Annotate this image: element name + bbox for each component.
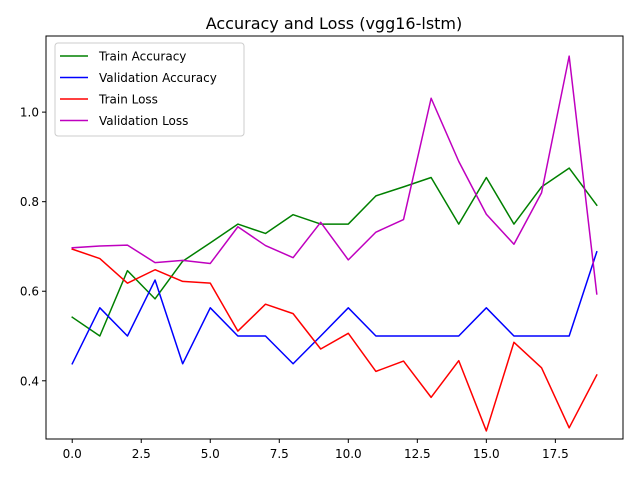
x-tick-label: 10.0 bbox=[335, 447, 362, 461]
plot-layer: 0.0 2.5 5.0 7.5 10.0 12.5 15.0 17.5 0.4 0.6 0.8 1.0… bbox=[20, 35, 624, 461]
x-tick-label: 15.0 bbox=[473, 447, 500, 461]
y-tick-label: 1.0 bbox=[20, 106, 39, 120]
x-tick-label: 12.5 bbox=[404, 447, 431, 461]
x-tick-label: 17.5 bbox=[542, 447, 569, 461]
legend-label: Train Accuracy bbox=[98, 50, 186, 64]
y-tick-label: 0.4 bbox=[20, 374, 39, 388]
chart-title: Accuracy and Loss (vgg16-lstm) bbox=[206, 14, 463, 33]
series-line-train-loss bbox=[71, 248, 598, 432]
legend-box bbox=[54, 42, 245, 137]
axes-frame bbox=[45, 35, 624, 440]
x-tick-label: 7.5 bbox=[270, 447, 289, 461]
x-tick-label: 2.5 bbox=[132, 447, 151, 461]
series-line-validation-loss bbox=[71, 55, 598, 295]
x-tick-label: 5.0 bbox=[201, 447, 220, 461]
legend: Train Accuracy Validation Accuracy Train L… bbox=[54, 42, 245, 137]
legend-label: Validation Loss bbox=[99, 114, 188, 128]
x-tick-label: 0.0 bbox=[63, 447, 82, 461]
series-line-validation-accuracy bbox=[71, 250, 598, 365]
legend-label: Train Loss bbox=[98, 93, 158, 107]
legend-label: Validation Accuracy bbox=[99, 71, 217, 85]
y-tick-label: 0.6 bbox=[20, 285, 39, 299]
y-tick-label: 0.8 bbox=[20, 195, 39, 209]
